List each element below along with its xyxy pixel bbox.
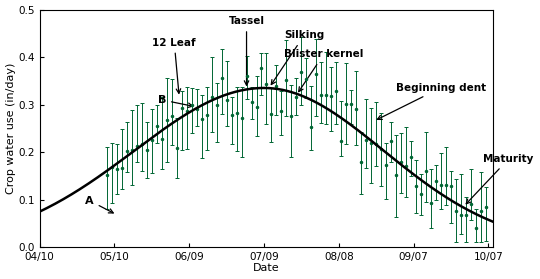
Text: Tassel: Tassel bbox=[228, 16, 265, 85]
Y-axis label: Crop water use (in/day): Crop water use (in/day) bbox=[5, 63, 16, 194]
Text: Blister kernel: Blister kernel bbox=[284, 49, 363, 92]
Text: 12 Leaf: 12 Leaf bbox=[152, 38, 196, 93]
Text: Beginning dent: Beginning dent bbox=[377, 83, 486, 119]
Text: B: B bbox=[158, 95, 193, 107]
Text: Maturity: Maturity bbox=[466, 154, 534, 204]
Text: A: A bbox=[85, 196, 113, 213]
X-axis label: Date: Date bbox=[253, 263, 280, 273]
Text: Silking: Silking bbox=[271, 30, 324, 85]
